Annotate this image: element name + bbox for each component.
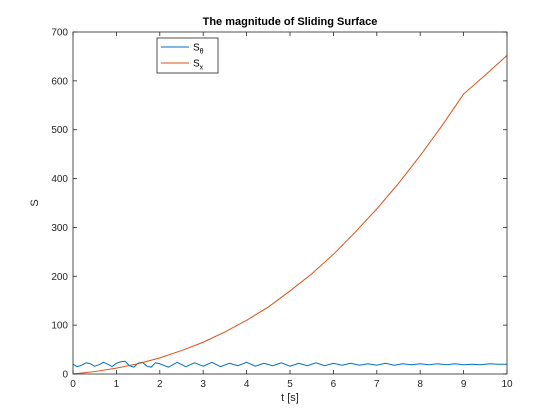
legend-label-0: Sθ: [193, 43, 204, 56]
x-axis-label: t [s]: [281, 392, 299, 404]
legend-label-main: S: [193, 59, 200, 70]
y-tick-label: 0: [62, 370, 68, 381]
y-tick-label: 600: [51, 76, 68, 87]
x-tick-label: 8: [417, 379, 423, 390]
plot-area: [73, 32, 507, 374]
x-tick-label: 7: [374, 379, 380, 390]
y-tick-label: 700: [51, 28, 68, 39]
x-tick-label: 5: [287, 379, 293, 390]
series-line-0: [72, 360, 507, 368]
x-tick-label: 9: [461, 379, 467, 390]
y-tick-label: 300: [51, 223, 68, 234]
series-line-1: [72, 55, 508, 375]
y-tick-label: 100: [51, 321, 68, 332]
y-tick-label: 500: [51, 125, 68, 136]
y-tick-label: 200: [51, 272, 68, 283]
x-tick-label: 10: [501, 379, 513, 390]
series-layer: [72, 55, 508, 375]
legend-label-subscript: x: [200, 65, 204, 72]
x-tick-label: 4: [244, 379, 250, 390]
x-tick-label: 1: [114, 379, 120, 390]
x-tick-label: 2: [157, 379, 163, 390]
chart-title: The magnitude of Sliding Surface: [203, 16, 378, 28]
legend-box: [156, 37, 219, 74]
legend-label-1: Sx: [193, 59, 204, 72]
legend-label-subscript: θ: [200, 49, 204, 56]
y-tick-label: 400: [51, 174, 68, 185]
x-tick-label: 0: [70, 379, 76, 390]
x-tick-label: 6: [331, 379, 337, 390]
legend-label-main: S: [193, 43, 200, 54]
y-axis-label: S: [29, 199, 41, 206]
x-tick-label: 3: [200, 379, 206, 390]
